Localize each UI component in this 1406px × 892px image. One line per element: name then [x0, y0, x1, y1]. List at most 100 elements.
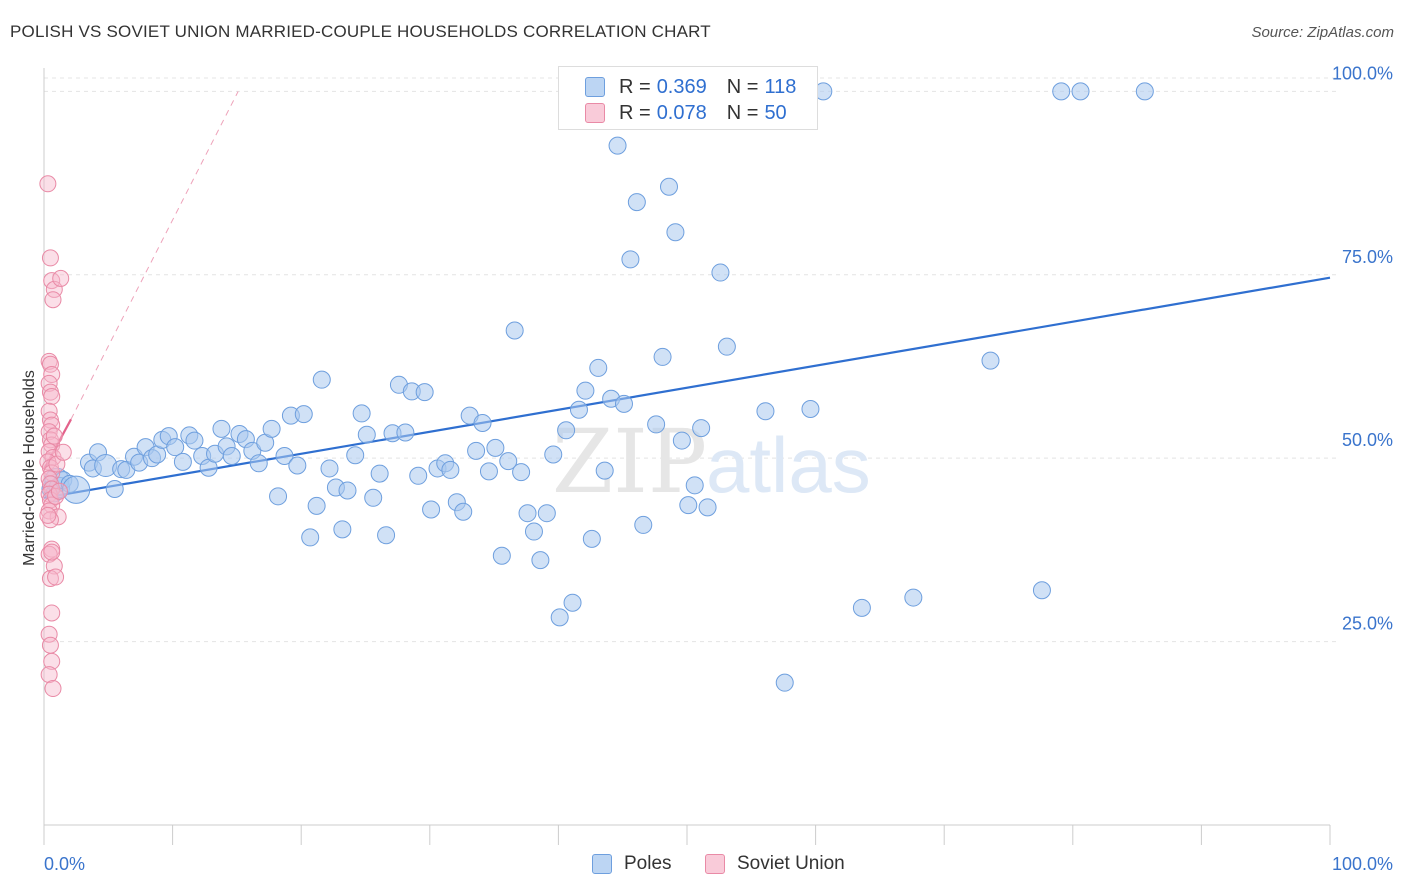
legend-n-label: N =: [726, 75, 759, 98]
data-point-poles: [105, 479, 124, 498]
data-point-poles: [544, 445, 563, 464]
data-point-poles: [212, 419, 231, 438]
data-point-poles: [346, 446, 365, 465]
legend-n-value-poles: 118: [764, 75, 797, 98]
data-point-soviet-union: [39, 506, 57, 524]
data-point-poles: [634, 515, 653, 534]
data-point-soviet-union: [52, 269, 70, 287]
y-tick-label: 25.0%: [1342, 614, 1393, 634]
data-point-poles: [589, 358, 608, 377]
data-point-poles: [904, 588, 923, 607]
legend-n-value-soviet-union: 50: [764, 101, 787, 124]
series-poles-points: [41, 82, 1154, 692]
data-point-poles: [185, 431, 204, 450]
data-point-soviet-union: [40, 352, 58, 370]
legend-r-label: R =: [619, 75, 651, 98]
data-point-poles: [441, 460, 460, 479]
data-point-poles: [1052, 82, 1071, 101]
watermark-zip: ZIP: [552, 410, 707, 513]
chart-title: POLISH VS SOVIET UNION MARRIED-COUPLE HO…: [10, 22, 711, 41]
data-point-poles: [1071, 82, 1090, 101]
data-point-poles: [512, 463, 531, 482]
data-point-poles: [595, 461, 614, 480]
data-point-poles: [717, 337, 736, 356]
data-point-poles: [222, 446, 241, 465]
data-point-poles: [557, 421, 576, 440]
legend-row-poles: R = 0.369 N = 118: [585, 75, 796, 99]
data-point-poles: [672, 431, 691, 450]
data-point-poles: [659, 177, 678, 196]
data-point-poles: [531, 551, 550, 570]
y-tick-label: 75.0%: [1342, 247, 1393, 267]
data-point-poles: [338, 481, 357, 500]
legend-row-soviet-union: R = 0.078 N = 50: [585, 101, 787, 125]
data-point-poles: [312, 370, 331, 389]
data-point-soviet-union: [44, 680, 62, 698]
correlation-legend: R = 0.369 N = 118 R = 0.078 N = 50: [558, 66, 818, 130]
data-point-poles: [698, 498, 717, 517]
data-point-poles: [981, 351, 1000, 370]
data-point-poles: [288, 456, 307, 475]
data-point-soviet-union: [41, 249, 59, 267]
data-point-soviet-union: [44, 291, 62, 309]
data-point-poles: [614, 394, 633, 413]
data-point-poles: [275, 446, 294, 465]
data-point-poles: [608, 136, 627, 155]
data-point-poles: [505, 321, 524, 340]
data-point-poles: [320, 459, 339, 478]
data-point-poles: [647, 415, 666, 434]
data-point-soviet-union: [39, 175, 57, 193]
data-point-poles: [364, 488, 383, 507]
tick-labels: 25.0% 50.0% 75.0% 100.0% 0.0% 100.0%: [44, 63, 1393, 874]
data-point-soviet-union: [47, 568, 65, 586]
data-point-poles: [775, 673, 794, 692]
bottom-legend-poles: Poles: [592, 852, 672, 876]
bottom-legend-swatch-soviet-union: [705, 854, 725, 874]
source-label: Source: ZipAtlas.com: [1251, 24, 1394, 41]
data-point-soviet-union: [40, 374, 58, 392]
legend-r-value-soviet-union: 0.078: [656, 101, 707, 124]
data-point-soviet-union: [40, 485, 58, 503]
data-point-poles: [301, 528, 320, 547]
data-point-poles: [333, 520, 352, 539]
data-point-poles: [653, 347, 672, 366]
data-point-poles: [370, 464, 389, 483]
x-tick-label-min: 0.0%: [44, 854, 85, 874]
data-point-poles: [262, 419, 281, 438]
y-tick-label: 100.0%: [1332, 63, 1393, 83]
data-point-soviet-union: [41, 636, 59, 654]
data-point-poles: [307, 496, 326, 515]
data-point-poles: [454, 502, 473, 521]
bottom-legend-label-poles: Poles: [624, 853, 672, 874]
data-point-poles: [492, 546, 511, 565]
data-point-soviet-union: [45, 427, 63, 445]
data-point-poles: [479, 462, 498, 481]
data-point-poles: [377, 526, 396, 545]
data-point-poles: [756, 402, 775, 421]
data-point-poles: [62, 475, 91, 504]
legend-r-label: R =: [619, 101, 651, 124]
data-point-poles: [1135, 82, 1154, 101]
data-point-poles: [173, 452, 192, 471]
bottom-legend-soviet-union: Soviet Union: [705, 852, 845, 876]
legend-swatch-poles: [585, 77, 605, 97]
data-point-poles: [685, 476, 704, 495]
data-point-poles: [550, 608, 569, 627]
data-point-poles: [357, 425, 376, 444]
data-point-poles: [563, 593, 582, 612]
data-point-soviet-union: [43, 604, 61, 622]
data-point-soviet-union: [43, 543, 61, 561]
data-point-poles: [627, 193, 646, 212]
data-point-soviet-union: [43, 652, 61, 670]
x-tick-label-max: 100.0%: [1332, 854, 1393, 874]
data-point-poles: [692, 419, 711, 438]
legend-swatch-soviet-union: [585, 103, 605, 123]
legend-n-label: N =: [726, 101, 759, 124]
data-point-poles: [852, 598, 871, 617]
data-point-poles: [294, 405, 313, 424]
watermark: ZIP atlas: [552, 410, 871, 513]
data-point-poles: [679, 496, 698, 515]
data-point-soviet-union: [43, 388, 61, 406]
data-point-soviet-union: [40, 402, 58, 420]
data-point-soviet-union: [41, 511, 59, 529]
